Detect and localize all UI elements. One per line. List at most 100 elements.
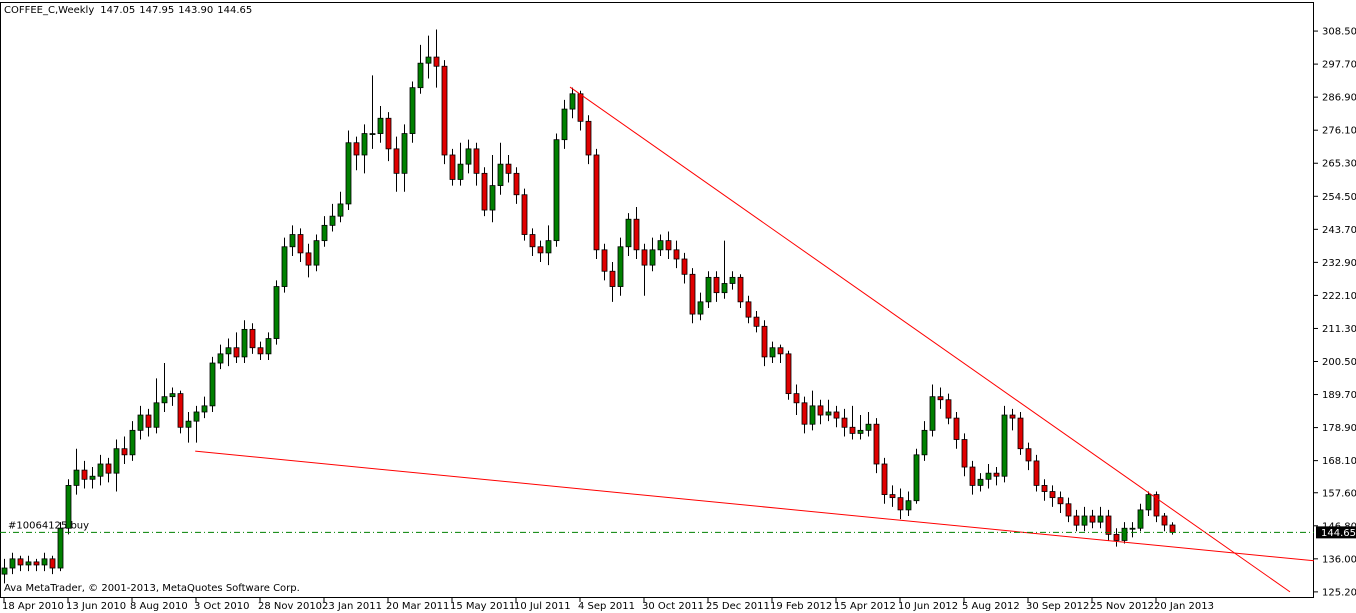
candle-body: [913, 454, 920, 502]
candle-body: [689, 273, 696, 315]
candle-body: [321, 224, 328, 242]
candle-body: [777, 347, 784, 355]
y-tick-label: 276.10: [1322, 126, 1356, 137]
candle-body: [241, 328, 248, 358]
candle-body: [481, 172, 488, 211]
candle-body: [889, 494, 896, 499]
candle-body: [953, 417, 960, 440]
candle-body: [1017, 417, 1024, 450]
candle-body: [849, 426, 856, 434]
candle-body: [169, 393, 176, 398]
candle-body: [73, 469, 80, 486]
candle-body: [569, 93, 576, 110]
candle-body: [385, 117, 392, 150]
candle-body: [65, 485, 72, 529]
footer: Ava MetaTrader, © 2001-2013, MetaQuotes …: [4, 583, 300, 594]
candle-body: [209, 362, 216, 407]
candle-body: [1081, 515, 1088, 526]
candle-body: [961, 439, 968, 468]
candle-body: [937, 396, 944, 401]
candle-body: [785, 353, 792, 395]
candle-body: [425, 56, 432, 64]
candle-body: [57, 527, 64, 569]
candle-body: [721, 283, 728, 294]
y-tick-label: 168.10: [1322, 456, 1356, 467]
ohlc: 147.05: [100, 5, 135, 16]
candle-body: [41, 558, 48, 566]
y-tick-label: 157.60: [1322, 488, 1356, 499]
candle-body: [609, 270, 616, 287]
candle-body: [1137, 509, 1144, 529]
candle-body: [1145, 494, 1152, 511]
candle-body: [1169, 524, 1176, 533]
candle-body: [393, 148, 400, 174]
x-tick-label: 15 Apr 2012: [834, 601, 896, 612]
candle-body: [369, 133, 376, 135]
candle-body: [897, 497, 904, 511]
candle-body: [873, 423, 880, 465]
candle-body: [353, 142, 360, 156]
x-tick-label: 15 May 2011: [450, 601, 515, 612]
candle-body: [833, 411, 840, 419]
candle-body: [81, 469, 88, 480]
candle-body: [1153, 494, 1160, 517]
candle-body: [1033, 460, 1040, 486]
candle-body: [273, 286, 280, 339]
y-tick-label: 211.30: [1322, 324, 1356, 335]
candle-body: [417, 62, 424, 89]
candle-body: [593, 154, 600, 251]
candle-body: [473, 148, 480, 174]
candle-body: [145, 414, 152, 428]
symbol: COFFEE_C,Weekly: [4, 5, 94, 16]
candle-body: [505, 163, 512, 174]
candle-body: [561, 108, 568, 141]
candle-body: [945, 399, 952, 419]
candle-body: [673, 249, 680, 260]
candle-body: [153, 402, 160, 428]
candle-body: [1073, 515, 1080, 526]
candle-body: [985, 472, 992, 480]
candle-body: [841, 417, 848, 428]
candle-body: [361, 133, 368, 156]
candle-body: [1049, 491, 1056, 499]
y-tick-label: 125.20: [1322, 587, 1356, 598]
x-tick-label: 13 Jun 2010: [66, 601, 126, 612]
price-box-label: 144.65: [1321, 528, 1356, 539]
candle-body: [177, 393, 184, 428]
candle-body: [993, 472, 1000, 477]
candle-body: [737, 276, 744, 303]
candle-body: [1041, 485, 1048, 492]
x-tick-label: 4 Sep 2011: [578, 601, 635, 612]
candle-body: [713, 276, 720, 294]
trendline: [195, 450, 1314, 562]
candle-body: [825, 411, 832, 416]
y-tick-label: 232.90: [1322, 258, 1356, 269]
candle-body: [329, 215, 336, 226]
plot-area: [0, 29, 1314, 593]
candle-body: [105, 463, 112, 474]
trendline: [569, 86, 1291, 593]
x-tick-label: 5 Aug 2012: [962, 601, 1020, 612]
y-tick-label: 254.50: [1322, 192, 1356, 203]
ohlc: 147.95: [139, 5, 174, 16]
candle-body: [697, 301, 704, 315]
candle-body: [225, 347, 232, 355]
y-tick-label: 222.10: [1322, 291, 1356, 302]
candle-body: [9, 558, 16, 569]
candle-body: [633, 218, 640, 251]
x-tick-label: 8 Aug 2010: [130, 601, 188, 612]
x-tick-label: 28 Nov 2010: [258, 601, 322, 612]
x-tick-label: 25 Nov 2012: [1090, 601, 1154, 612]
candle-body: [49, 558, 56, 569]
candle-body: [465, 148, 472, 165]
x-tick-label: 10 Jul 2011: [514, 601, 571, 612]
plot-frame: [0, 2, 1314, 598]
candle-body: [857, 429, 864, 434]
candle-body: [657, 240, 664, 251]
candle-body: [681, 258, 688, 275]
candle-body: [25, 561, 32, 566]
candle-body: [625, 218, 632, 248]
candle-body: [401, 133, 408, 174]
